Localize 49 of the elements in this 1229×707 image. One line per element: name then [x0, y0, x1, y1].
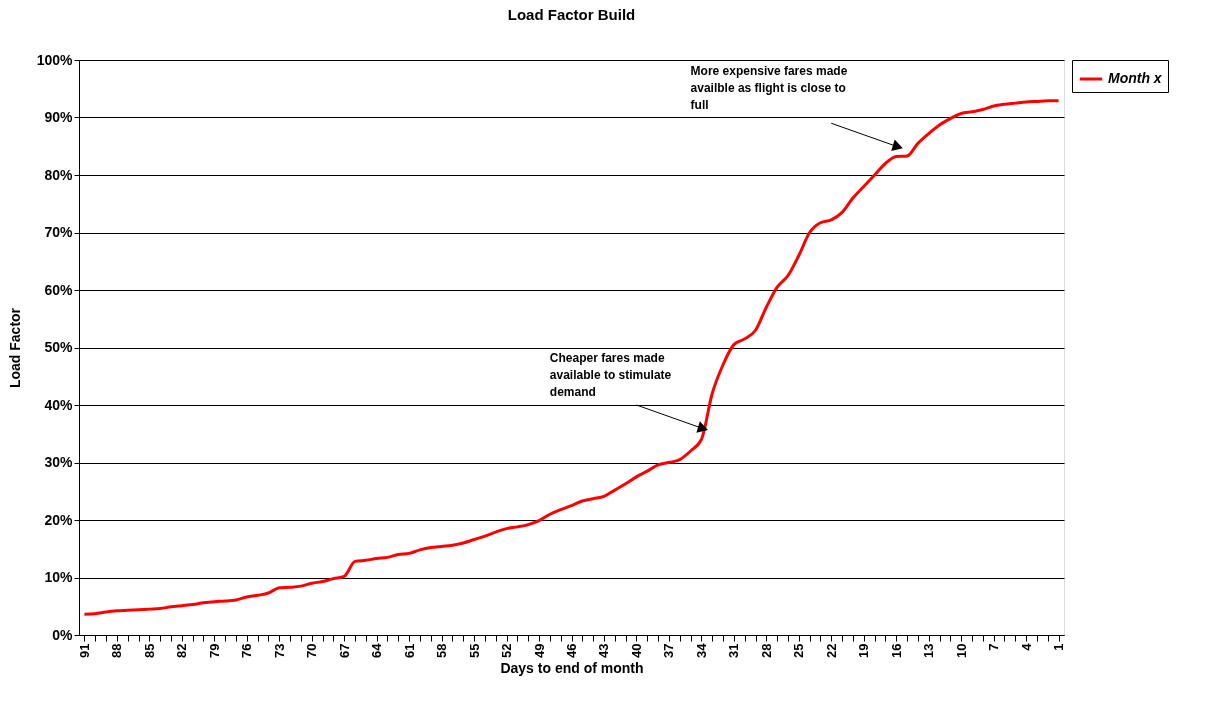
x-tick-label: 28	[758, 643, 774, 658]
line-series	[82, 99, 1061, 616]
x-tick-label: 19	[856, 643, 872, 658]
x-tick-label: 82	[174, 643, 190, 658]
x-tick-label: 7	[986, 643, 1002, 651]
x-tick-label: 31	[726, 643, 742, 658]
x-tick-label: 40	[628, 643, 644, 658]
x-tick-label: 1	[1051, 643, 1067, 651]
x-tick-label: 43	[596, 643, 612, 658]
x-tick-label: 13	[921, 643, 937, 658]
y-tick-label: 50%	[44, 339, 74, 355]
x-tick-label: 85	[141, 643, 157, 658]
y-tick-label: 60%	[44, 281, 74, 298]
x-tick-label: 4	[1018, 642, 1034, 651]
x-tick-label: 49	[531, 643, 547, 658]
y-tick-label: 30%	[44, 454, 74, 470]
y-tick-label: 20%	[44, 511, 74, 528]
x-axis-title: Days to end of month	[500, 659, 644, 676]
x-tick-label: 70	[304, 643, 320, 658]
annotation: More expensive fares made availble as flight is close to full	[690, 63, 848, 112]
y-axis-title: Load Factor	[6, 307, 23, 389]
x-tick-label: 34	[693, 642, 709, 658]
x-tick-label: 10	[953, 643, 969, 658]
x-tick-label: 91	[76, 643, 92, 658]
y-tick-label: 80%	[44, 166, 74, 183]
x-tick-label: 79	[206, 643, 222, 658]
x-tick-label: 16	[888, 643, 904, 658]
x-tick-label: 25	[791, 643, 807, 658]
y-tick-label: 0%	[52, 626, 74, 643]
x-tick-label: 37	[661, 643, 677, 658]
legend-label: Month x	[1108, 70, 1163, 86]
x-tick-label: 67	[336, 643, 352, 658]
y-tick-label: 100%	[36, 51, 74, 68]
y-tick-label: 70%	[44, 224, 74, 240]
x-tick-label: 64	[369, 642, 385, 658]
annotation: Cheaper fares made available to stimulate demand	[549, 351, 672, 400]
x-tick-label: 52	[499, 643, 515, 658]
x-tick-label: 58	[434, 643, 450, 658]
y-tick-label: 10%	[44, 569, 74, 585]
y-tick-label: 40%	[44, 396, 74, 413]
x-tick-label: 46	[564, 643, 579, 658]
x-tick-label: 76	[239, 643, 255, 658]
x-tick-label: 61	[401, 643, 417, 658]
y-tick-label: 90%	[44, 109, 74, 125]
chart-title: Load Factor Build	[507, 6, 636, 23]
x-tick-label: 55	[466, 643, 482, 658]
x-tick-label: 88	[109, 643, 125, 658]
x-tick-label: 73	[271, 643, 287, 658]
x-tick-label: 22	[823, 643, 839, 658]
